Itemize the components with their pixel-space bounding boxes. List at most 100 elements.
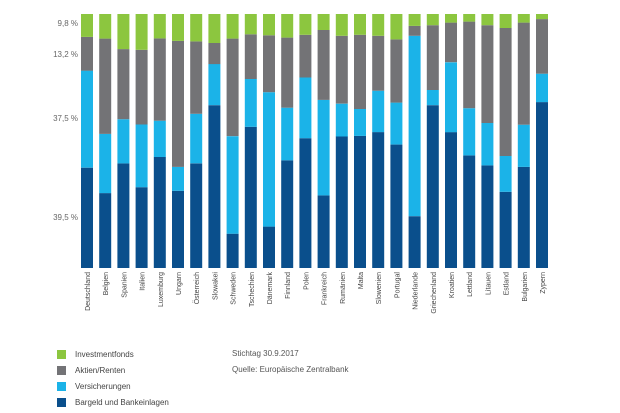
legend-label: Investmentfonds xyxy=(75,349,134,359)
bar-segment-versicherungen-portugal xyxy=(390,102,403,145)
bar-segment-investmentfonds-niederlande xyxy=(408,14,421,26)
bar-segment-bargeld-und-bankeinlagen-bulgarien xyxy=(517,166,530,268)
bar-segment-aktien-renten-luxemburg xyxy=(153,38,166,121)
bar-segment-aktien-renten-finnland xyxy=(281,37,294,108)
legend-item-investmentfonds: Investmentfonds xyxy=(57,346,169,362)
bar-segment-investmentfonds-portugal xyxy=(390,14,403,40)
legend-swatch-investmentfonds xyxy=(57,349,66,359)
bar-segment-investmentfonds-ungarn xyxy=(172,14,184,41)
bar-segment-bargeld-und-bankeinlagen-polen xyxy=(299,138,312,268)
bar-segment-investmentfonds-kroatien xyxy=(445,14,457,23)
legend-label: Bargeld und Bankeinlagen xyxy=(75,397,169,407)
x-tick-label: Malta xyxy=(358,272,365,289)
legend-swatch-bargeld xyxy=(57,397,66,407)
bar-segment-investmentfonds-spanien xyxy=(117,14,130,50)
x-tick-label: Portugal xyxy=(394,272,401,299)
bar-segment-versicherungen-schweden xyxy=(226,136,239,234)
bar-segment-versicherungen-malta xyxy=(354,109,366,136)
bar-segment-investmentfonds-frankreich xyxy=(317,14,330,30)
bar-segment-versicherungen-kroatien xyxy=(445,62,457,133)
x-tick-label: Slowakei xyxy=(212,272,219,300)
bar-segment-investmentfonds-bulgarien xyxy=(517,14,530,23)
x-tick-label: Schweden xyxy=(231,272,238,305)
bar-segment-aktien-renten-spanien xyxy=(117,49,130,120)
bar-segment-investmentfonds-polen xyxy=(299,14,312,35)
legend-swatch-aktien-renten xyxy=(57,365,66,375)
bar-segment-aktien-renten-osterreich xyxy=(190,41,203,114)
bar-segment-investmentfonds-zypern xyxy=(536,14,548,20)
bar-segment-aktien-renten-ungarn xyxy=(172,40,184,167)
bar-segment-investmentfonds-malta xyxy=(354,14,366,35)
legend-item-versicherungen: Versicherungen xyxy=(57,378,169,394)
bar-segment-versicherungen-slowakei xyxy=(208,64,221,106)
bar-segment-investmentfonds-osterreich xyxy=(190,14,203,42)
bar-segment-aktien-renten-portugal xyxy=(390,39,403,103)
bar-segment-aktien-renten-zypern xyxy=(536,19,548,74)
bar-segment-bargeld-und-bankeinlagen-niederlande xyxy=(408,216,421,268)
bar-segment-aktien-renten-kroatien xyxy=(445,22,457,63)
bar-segment-bargeld-und-bankeinlagen-rumanien xyxy=(335,136,348,268)
bar-segment-bargeld-und-bankeinlagen-zypern xyxy=(536,102,548,268)
legend-label: Versicherungen xyxy=(75,381,131,391)
bar-segment-bargeld-und-bankeinlagen-finnland xyxy=(281,160,294,268)
x-tick-label: Finnland xyxy=(285,272,292,299)
x-tick-label: Österreich xyxy=(193,272,201,304)
stichtag-note: Stichtag 30.9.2017 xyxy=(232,349,299,358)
bar-segment-versicherungen-lettland xyxy=(463,108,476,156)
bar-segment-bargeld-und-bankeinlagen-italien xyxy=(135,187,148,268)
bar-segment-versicherungen-polen xyxy=(299,77,312,139)
segment-share-label: 37,5 % xyxy=(53,114,78,123)
bar-segment-investmentfonds-slowakei xyxy=(208,14,221,43)
x-tick-label: Bulgarien xyxy=(522,272,529,302)
bar-segment-aktien-renten-bulgarien xyxy=(517,22,530,125)
bar-segment-versicherungen-ungarn xyxy=(172,166,184,191)
bar-segment-aktien-renten-litauen xyxy=(481,25,494,124)
legend-item-bargeld: Bargeld und Bankeinlagen xyxy=(57,394,169,410)
bar-segment-bargeld-und-bankeinlagen-frankreich xyxy=(317,195,330,268)
bar-segment-versicherungen-slowenien xyxy=(372,90,385,133)
bar-segment-aktien-renten-estland xyxy=(499,28,512,156)
bar-segment-aktien-renten-tschechien xyxy=(244,34,257,79)
x-tick-label: Polen xyxy=(303,272,310,290)
bar-segment-aktien-renten-slowenien xyxy=(372,35,385,91)
bar-segment-aktien-renten-belgien xyxy=(99,38,112,134)
segment-share-label: 9,8 % xyxy=(58,19,78,28)
chart-meta: Stichtag 30.9.2017 Quelle: Europäische Z… xyxy=(232,346,349,378)
bar-segment-investmentfonds-italien xyxy=(135,14,148,50)
x-tick-label: Frankreich xyxy=(322,272,329,305)
legend-label: Aktien/Renten xyxy=(75,365,126,375)
bar-segment-bargeld-und-bankeinlagen-litauen xyxy=(481,165,494,268)
bar-segment-aktien-renten-frankreich xyxy=(317,30,330,100)
bar-segment-bargeld-und-bankeinlagen-griechenland xyxy=(426,105,439,268)
x-tick-label: Ungarn xyxy=(176,272,183,295)
x-tick-label: Tschechien xyxy=(249,272,256,307)
bar-segment-investmentfonds-luxemburg xyxy=(153,14,166,39)
bar-segment-bargeld-und-bankeinlagen-schweden xyxy=(226,233,239,268)
legend-item-aktien-renten: Aktien/Renten xyxy=(57,362,169,378)
bar-segment-bargeld-und-bankeinlagen-portugal xyxy=(390,144,403,268)
bar-segment-bargeld-und-bankeinlagen-danemark xyxy=(263,226,275,268)
bar-segment-investmentfonds-danemark xyxy=(263,14,275,36)
bar-segment-bargeld-und-bankeinlagen-slowakei xyxy=(208,105,221,268)
bar-segment-investmentfonds-lettland xyxy=(463,14,476,22)
bar-segment-bargeld-und-bankeinlagen-estland xyxy=(499,191,512,268)
bar-segment-aktien-renten-deutschland xyxy=(81,36,93,71)
x-tick-label: Rumänien xyxy=(340,272,347,304)
bar-segment-investmentfonds-slowenien xyxy=(372,14,385,36)
bar-segment-bargeld-und-bankeinlagen-spanien xyxy=(117,163,130,268)
bar-segment-investmentfonds-litauen xyxy=(481,14,494,26)
x-tick-label: Niederlande xyxy=(413,272,420,310)
bar-segment-bargeld-und-bankeinlagen-lettland xyxy=(463,155,476,268)
bar-segment-versicherungen-osterreich xyxy=(190,113,203,164)
legend: Investmentfonds Aktien/Renten Versicheru… xyxy=(57,346,169,410)
bar-segment-bargeld-und-bankeinlagen-tschechien xyxy=(244,126,257,268)
source-note: Quelle: Europäische Zentralbank xyxy=(232,365,349,374)
bar-segment-investmentfonds-belgien xyxy=(99,14,112,39)
bar-segment-versicherungen-belgien xyxy=(99,133,112,194)
bar-segment-versicherungen-estland xyxy=(499,156,512,192)
bar-segment-versicherungen-rumanien xyxy=(335,103,348,137)
x-tick-label: Zypern xyxy=(540,272,547,294)
bar-segment-bargeld-und-bankeinlagen-belgien xyxy=(99,193,112,268)
bar-segment-aktien-renten-slowakei xyxy=(208,43,221,65)
bar-segment-bargeld-und-bankeinlagen-slowenien xyxy=(372,132,385,268)
